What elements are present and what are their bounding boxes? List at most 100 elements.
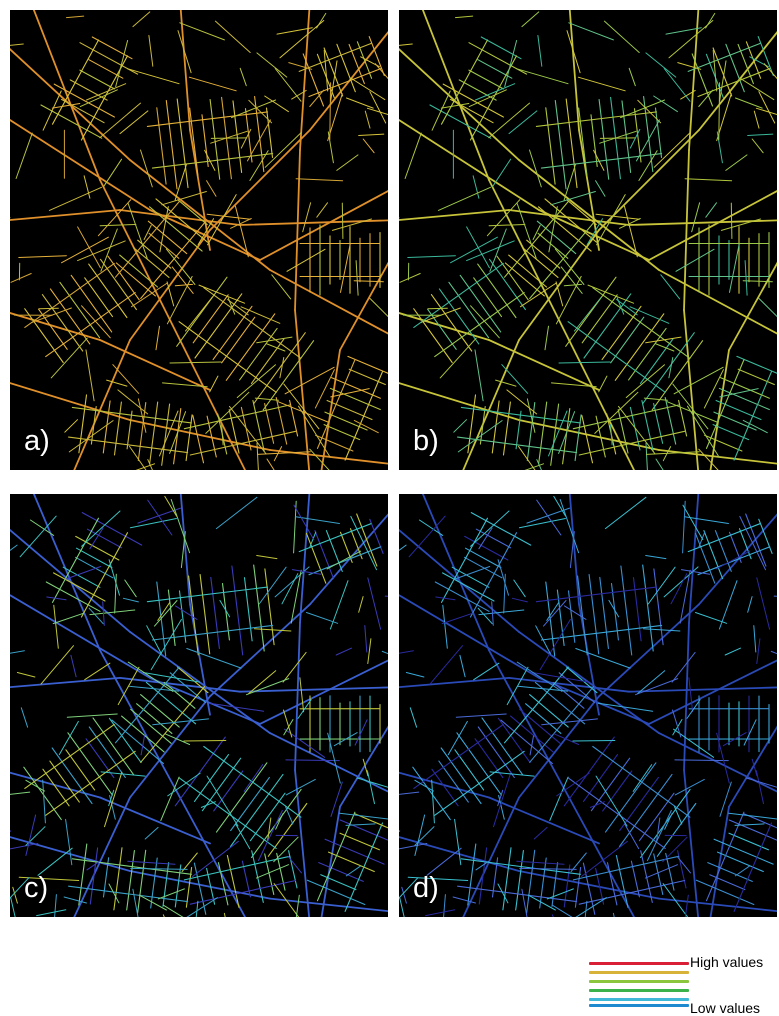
street-segment <box>696 533 715 583</box>
street-segment <box>740 78 774 100</box>
street-segment <box>307 613 338 624</box>
street-segment <box>496 380 516 386</box>
street-segment <box>560 500 578 553</box>
street-segment <box>80 70 115 89</box>
street-segment <box>53 40 99 124</box>
street-segment <box>559 412 575 454</box>
street-segment <box>748 134 773 135</box>
street-segment <box>202 758 240 811</box>
street-segment <box>190 108 198 176</box>
street-segment <box>527 850 535 913</box>
street-segment <box>340 260 388 350</box>
street-segment <box>224 913 231 917</box>
street-segment <box>267 108 273 157</box>
street-segment <box>240 68 246 85</box>
street-segment <box>157 108 166 184</box>
street-segment <box>498 560 508 596</box>
street-segment <box>455 819 461 864</box>
street-segment <box>683 505 703 539</box>
street-segment <box>490 259 526 309</box>
street-segment <box>118 667 139 704</box>
street-segment <box>507 667 528 704</box>
street-segment <box>649 660 777 724</box>
street-segment <box>730 244 740 293</box>
street-segment <box>467 241 515 261</box>
street-segment <box>726 155 747 171</box>
street-segment <box>186 297 213 331</box>
street-segment <box>748 597 752 613</box>
street-segment <box>399 545 406 576</box>
street-segment <box>347 98 374 108</box>
street-segment <box>295 770 310 917</box>
street-segment <box>478 608 492 624</box>
street-segment <box>469 90 506 107</box>
street-segment <box>286 760 339 761</box>
street-segment <box>598 703 652 711</box>
street-segment <box>13 887 18 903</box>
street-segment <box>160 207 168 252</box>
street-segment <box>641 339 673 383</box>
street-segment <box>471 513 530 546</box>
street-segment <box>345 372 382 461</box>
street-segment <box>310 512 388 604</box>
street-segment <box>619 406 655 453</box>
street-segment <box>130 160 270 270</box>
street-segment <box>553 905 572 917</box>
street-segment <box>605 497 646 528</box>
street-segment <box>582 841 628 876</box>
street-segment <box>300 494 310 623</box>
street-segment <box>689 10 699 150</box>
street-segment <box>182 853 197 872</box>
street-segment <box>118 390 148 414</box>
street-segment <box>67 714 117 717</box>
street-segment <box>550 777 568 820</box>
street-segment <box>125 580 136 597</box>
street-segment <box>267 459 295 470</box>
street-segment <box>367 771 374 804</box>
street-segment <box>669 21 713 58</box>
street-segment <box>149 36 153 67</box>
street-segment <box>514 580 525 597</box>
street-segment <box>536 112 656 127</box>
street-segment <box>52 748 92 804</box>
street-segment <box>49 187 101 210</box>
street-segment <box>544 601 567 627</box>
street-segment <box>428 308 447 309</box>
street-segment <box>426 910 455 916</box>
street-segment <box>351 516 377 569</box>
street-segment <box>10 40 130 160</box>
street-segment <box>166 101 177 189</box>
street-segment <box>175 164 187 200</box>
legend-swatch <box>589 998 689 1001</box>
street-segment <box>576 649 630 669</box>
street-segment <box>533 225 540 239</box>
street-segment <box>542 719 598 725</box>
street-segment <box>211 131 247 143</box>
street-segment <box>158 889 184 899</box>
street-segment <box>688 406 720 457</box>
street-segment <box>648 567 675 604</box>
street-segment <box>10 595 150 678</box>
street-segment <box>77 548 112 567</box>
street-segment <box>156 326 160 350</box>
street-segment <box>530 150 542 187</box>
street-segment <box>275 69 301 102</box>
street-segment <box>399 844 427 851</box>
street-segment <box>689 678 693 712</box>
street-segment <box>41 646 74 684</box>
street-segment <box>564 164 576 200</box>
street-segment <box>729 833 768 850</box>
legend-low-label: Low values <box>690 1001 760 1015</box>
street-segment <box>67 16 84 18</box>
street-segment <box>659 450 777 465</box>
street-segment <box>66 819 72 864</box>
street-segment <box>180 591 186 642</box>
street-segment <box>309 547 381 575</box>
legend-swatch <box>589 989 689 992</box>
street-segment <box>696 613 727 624</box>
street-segment <box>475 350 483 401</box>
street-segment <box>495 464 544 470</box>
street-segment <box>90 848 97 904</box>
street-segment <box>53 613 83 623</box>
street-segment <box>214 771 243 811</box>
